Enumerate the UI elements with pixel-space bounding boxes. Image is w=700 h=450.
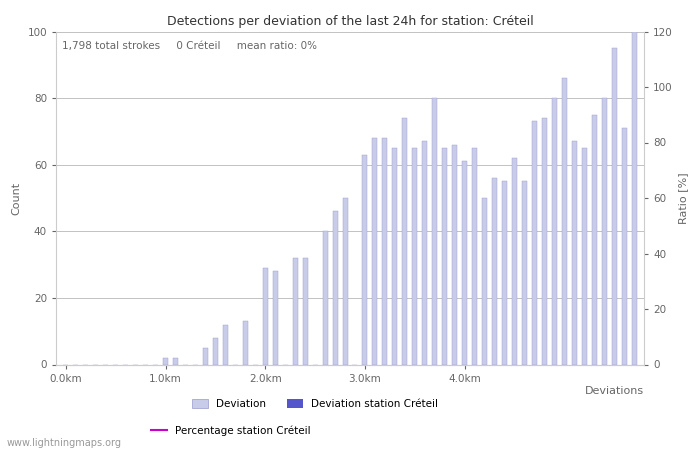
- Bar: [582, 148, 587, 364]
- Y-axis label: Count: Count: [12, 181, 22, 215]
- Bar: [592, 115, 596, 364]
- Bar: [262, 268, 268, 365]
- Bar: [492, 178, 497, 364]
- Bar: [203, 348, 208, 365]
- Bar: [572, 141, 577, 364]
- Bar: [163, 358, 168, 364]
- Bar: [402, 118, 407, 364]
- Bar: [302, 258, 307, 364]
- Legend: Percentage station Créteil: Percentage station Créteil: [147, 422, 315, 440]
- Bar: [522, 181, 527, 364]
- Bar: [502, 181, 507, 364]
- Bar: [452, 145, 457, 364]
- Bar: [432, 98, 438, 364]
- Y-axis label: Ratio [%]: Ratio [%]: [678, 172, 688, 224]
- Bar: [293, 258, 297, 364]
- Bar: [482, 198, 487, 364]
- Text: Deviations: Deviations: [585, 386, 644, 396]
- Bar: [462, 162, 467, 364]
- Bar: [562, 78, 567, 365]
- Legend: Deviation, Deviation station Créteil: Deviation, Deviation station Créteil: [188, 395, 442, 413]
- Bar: [342, 198, 347, 364]
- Bar: [332, 212, 337, 364]
- Bar: [552, 98, 556, 364]
- Bar: [601, 98, 607, 364]
- Bar: [412, 148, 417, 364]
- Bar: [542, 118, 547, 364]
- Bar: [612, 48, 617, 364]
- Bar: [472, 148, 477, 364]
- Bar: [243, 321, 248, 365]
- Bar: [323, 231, 328, 364]
- Bar: [622, 128, 626, 365]
- Text: 1,798 total strokes     0 Créteil     mean ratio: 0%: 1,798 total strokes 0 Créteil mean ratio…: [62, 41, 317, 51]
- Bar: [442, 148, 447, 364]
- Bar: [223, 324, 228, 364]
- Bar: [273, 271, 278, 364]
- Bar: [532, 122, 537, 365]
- Title: Detections per deviation of the last 24h for station: Créteil: Detections per deviation of the last 24h…: [167, 14, 533, 27]
- Bar: [422, 141, 427, 364]
- Bar: [372, 138, 377, 365]
- Bar: [173, 358, 178, 364]
- Bar: [393, 148, 398, 364]
- Text: www.lightningmaps.org: www.lightningmaps.org: [7, 438, 122, 448]
- Bar: [213, 338, 218, 364]
- Bar: [631, 32, 636, 364]
- Bar: [363, 155, 368, 364]
- Bar: [512, 158, 517, 364]
- Bar: [382, 138, 387, 365]
